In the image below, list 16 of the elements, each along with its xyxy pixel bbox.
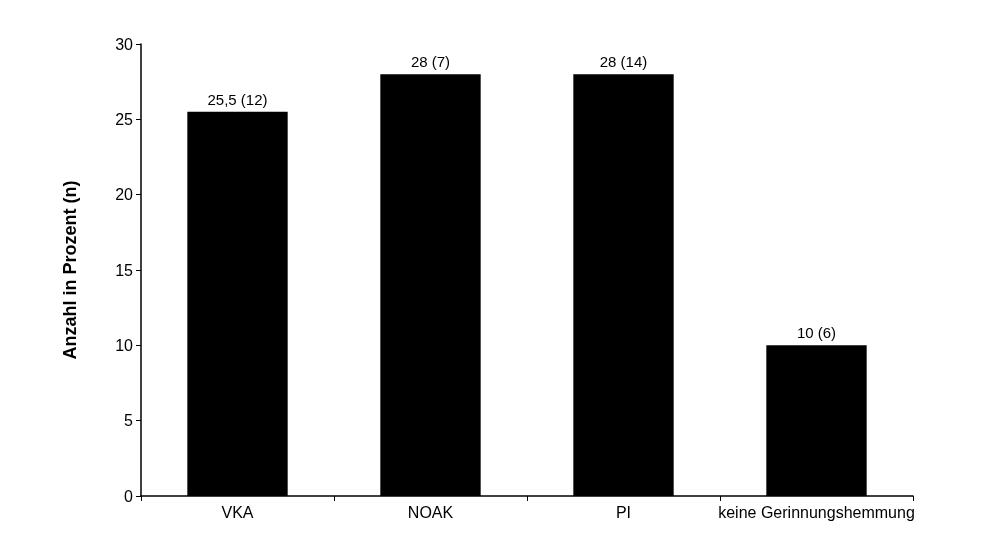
y-tick-label: 20 (115, 186, 134, 204)
y-tick-label: 15 (115, 261, 134, 279)
y-tick-label: 25 (115, 110, 134, 128)
x-tick-label: NOAK (407, 503, 454, 521)
data-label: 10 (6) (796, 324, 837, 342)
x-tick-label: VKA (221, 503, 254, 521)
y-tick-label: 0 (124, 487, 134, 505)
y-tick-label: 30 (115, 35, 134, 53)
x-tick-label: keine Gerinnungshemmung (718, 503, 915, 521)
data-label: 28 (7) (410, 53, 451, 71)
y-axis-title: Anzahl in Prozent (n) (60, 180, 80, 360)
data-label: 25,5 (12) (207, 90, 268, 108)
data-label: 28 (14) (599, 53, 648, 71)
y-tick-label: 5 (124, 412, 134, 430)
y-tick-label: 10 (115, 336, 134, 354)
x-tick-label: PI (615, 503, 632, 521)
